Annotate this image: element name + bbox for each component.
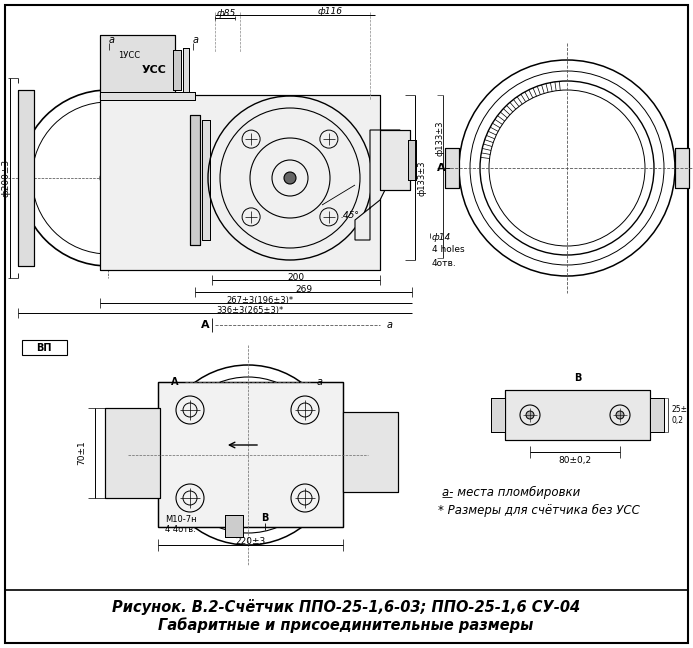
Bar: [650, 398, 664, 432]
Bar: [445, 148, 459, 188]
Text: ф133±3: ф133±3: [435, 121, 444, 156]
Text: a: a: [387, 320, 393, 330]
Bar: [408, 140, 416, 180]
Bar: [202, 120, 210, 240]
Bar: [491, 398, 505, 432]
Circle shape: [284, 172, 296, 184]
Text: ф200±3: ф200±3: [1, 159, 10, 197]
Bar: [343, 412, 398, 492]
Text: ВП: ВП: [36, 343, 52, 353]
Bar: [225, 515, 243, 537]
Bar: [190, 115, 200, 245]
Text: а- места пломбировки: а- места пломбировки: [442, 485, 580, 498]
Bar: [225, 515, 243, 537]
Bar: [491, 398, 505, 432]
Bar: [158, 382, 343, 527]
Text: 25±
0,2: 25± 0,2: [672, 405, 688, 424]
Text: 200: 200: [288, 273, 304, 281]
Text: М10-7н: М10-7н: [165, 516, 197, 524]
Bar: [190, 115, 200, 245]
Bar: [183, 48, 189, 92]
Bar: [18, 90, 34, 266]
Bar: [675, 148, 689, 188]
Text: 70±1: 70±1: [78, 441, 87, 465]
Bar: [505, 390, 650, 440]
Text: 80±0,2: 80±0,2: [559, 456, 592, 465]
Circle shape: [526, 411, 534, 419]
Text: A: A: [201, 320, 209, 330]
Bar: [343, 412, 398, 492]
Text: 220±3: 220±3: [235, 537, 265, 546]
Bar: [380, 130, 410, 190]
Bar: [183, 48, 189, 92]
Bar: [650, 398, 664, 432]
Text: a: a: [193, 35, 199, 45]
Text: Рисунок. В.2-Счётчик ППО-25-1,6-03; ППО-25-1,6 СУ-04: Рисунок. В.2-Счётчик ППО-25-1,6-03; ППО-…: [112, 599, 580, 615]
Text: B: B: [261, 513, 269, 523]
Bar: [100, 92, 195, 100]
Text: 269: 269: [295, 284, 313, 294]
Text: A: A: [437, 163, 446, 173]
Bar: [173, 50, 181, 90]
Text: 4 holes: 4 holes: [432, 246, 464, 255]
Bar: [100, 35, 175, 97]
Text: a: a: [317, 377, 323, 387]
Bar: [105, 408, 160, 498]
Text: a: a: [109, 35, 115, 45]
Bar: [445, 148, 459, 188]
Text: ф116: ф116: [317, 6, 342, 16]
Text: .45°: .45°: [340, 211, 359, 220]
Bar: [675, 148, 689, 188]
Text: 267±3(196±3)*: 267±3(196±3)*: [227, 295, 294, 305]
Text: A: A: [171, 377, 179, 387]
Text: ф14: ф14: [432, 233, 451, 242]
Text: 1УСС: 1УСС: [118, 51, 140, 60]
Bar: [505, 390, 650, 440]
Bar: [100, 35, 175, 97]
Bar: [100, 92, 195, 100]
Bar: [380, 130, 410, 190]
Bar: [100, 95, 380, 270]
Text: 4 4отв.: 4 4отв.: [165, 526, 195, 535]
Bar: [202, 120, 210, 240]
Polygon shape: [355, 130, 400, 240]
Text: ф133±3: ф133±3: [417, 160, 426, 196]
Bar: [173, 50, 181, 90]
Bar: [100, 95, 380, 270]
Text: B: B: [574, 373, 581, 383]
Text: * Размеры для счётчика без УСС: * Размеры для счётчика без УСС: [438, 503, 640, 516]
Bar: [408, 140, 416, 180]
Circle shape: [616, 411, 624, 419]
Bar: [18, 90, 34, 266]
Text: Габаритные и присоединительные размеры: Габаритные и присоединительные размеры: [158, 617, 534, 633]
Text: ф85: ф85: [216, 8, 236, 17]
Bar: [22, 340, 67, 355]
Text: 336±3(265±3)*: 336±3(265±3)*: [216, 305, 283, 314]
Bar: [158, 382, 343, 527]
Circle shape: [100, 170, 116, 186]
Text: УСС: УСС: [142, 65, 167, 75]
Text: 4отв.: 4отв.: [432, 259, 457, 268]
Bar: [105, 408, 160, 498]
